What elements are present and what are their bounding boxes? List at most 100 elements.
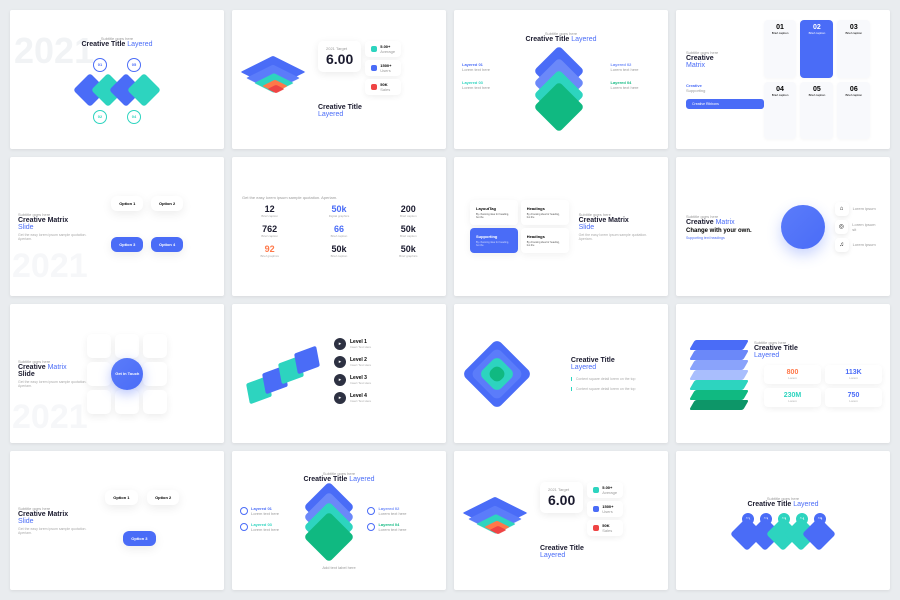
title: Creative TitleLayered [571, 357, 660, 371]
matrix-cell: 02Brief caption [800, 20, 833, 78]
slide-16: Subtitle goes here Creative Title Layere… [676, 451, 890, 590]
option-box: Option 1 [111, 196, 143, 211]
stat-chip: 5.00+Average [587, 482, 623, 498]
title: Creative MatrixSlide [579, 217, 660, 231]
stat-chip: 1500+Users [365, 60, 401, 76]
left: Subtitle goes here Creative MatrixSlide … [18, 506, 87, 535]
slide-7: LayoutTagBy choosing idea for heading, b… [454, 157, 668, 296]
option-box: Option 2 [151, 196, 183, 211]
right-panel: 2021 Target 6.00 5.00+Average 1500+Users… [318, 41, 438, 118]
left: Subtitle goes here Creative MatrixSlide … [18, 212, 97, 241]
diamond-row: 01 02 03 04 05 [738, 522, 828, 546]
slide-11: Creative TitleLayered Content square det… [454, 304, 668, 443]
card: HeadingsBy choosing idea for heading, bu… [521, 228, 569, 253]
card: HeadingsBy choosing idea for heading, bu… [521, 200, 569, 225]
left: Subtitle goes here Creative Matrix Chang… [686, 214, 781, 240]
title: CreativeMatrix [686, 55, 764, 69]
cta-circle[interactable]: Get in Touch [111, 358, 143, 390]
slide-10: ▸Level 1Insert Text Here ▸Level 2Insert … [232, 304, 446, 443]
slide-4: Subtitle goes here CreativeMatrix Creati… [676, 10, 890, 149]
level-icon: ▸ [334, 338, 346, 350]
target-value: 6.00 [548, 492, 575, 508]
num-circle: 04 [127, 110, 141, 124]
stat: 50kBrief graphics [381, 244, 436, 258]
title: Creative MatrixSlide [18, 217, 97, 231]
tagline: Change with your own. [686, 228, 781, 234]
target-icon: ◎ [835, 220, 849, 234]
icon-item: ⌂Lorem ipsum [835, 202, 880, 216]
option-box: Option 2 [147, 490, 179, 505]
layer-label: Layered 01 [462, 62, 483, 67]
slide-15: 2021 Target 6.00 5.00+Average 1500+Users… [454, 451, 668, 590]
option-box: Option 3 [111, 237, 143, 252]
matrix-grid: 01Brief caption 02Brief caption 03Brief … [764, 20, 871, 139]
stat: 50kBrief caption [381, 224, 436, 238]
right: Subtitle goes here Creative MatrixSlide … [579, 212, 660, 241]
stat: 66Brief caption [311, 224, 366, 238]
title: Creative Title Layered [303, 476, 374, 483]
matrix-cell: 04Brief caption [764, 82, 797, 140]
stat: 762Brief caption [242, 224, 297, 238]
stat: 50kDigital graphics [311, 204, 366, 218]
cube-stack [462, 486, 532, 556]
layer-label: Layered 04 [611, 80, 632, 85]
stat: 92Brief graphics [242, 244, 297, 258]
option-box: Option 4 [151, 237, 183, 252]
nested-squares [462, 339, 532, 409]
slide-3: Layered 01Lorem text here Layered 03Lore… [454, 10, 668, 149]
card: SupportingBy choosing idea for heading, … [470, 228, 518, 253]
stat-box: 230MLorem [764, 388, 821, 407]
stat-grid: 800Lorem 113KLorem 230MLorem 750Lorem [764, 365, 882, 407]
stat-chip: 1500+Users [587, 501, 623, 517]
left: Subtitle goes here Creative MatrixSlide … [18, 359, 87, 388]
title: Creative TitleLayered [318, 104, 438, 118]
slide-8: Subtitle goes here Creative Matrix Chang… [676, 157, 890, 296]
level-list: ▸Level 1Insert Text Here ▸Level 2Insert … [334, 338, 371, 410]
level-item: ▸Level 2Insert Text Here [334, 356, 371, 368]
slide-9: Subtitle goes here Creative MatrixSlide … [10, 304, 224, 443]
layer-label: Layered 02 [611, 62, 632, 67]
title: Creative Title Layered [516, 36, 605, 43]
stat-chip: 5.00+Average [365, 41, 401, 57]
diamond [127, 73, 161, 107]
title: Creative MatrixSlide [18, 364, 87, 378]
title: Creative TitleLayered [540, 545, 660, 559]
icon-item: ◎Lorem ipsum sit [835, 220, 880, 234]
label-right: Layered 02Lorem text here Layered 04Lore… [611, 62, 661, 98]
level-item: ▸Level 4Insert Text Here [334, 392, 371, 404]
matrix-cell: 05Brief caption [800, 82, 833, 140]
option-box: Option 3 [123, 531, 155, 546]
matrix-cell: 03Brief caption [837, 20, 870, 78]
num-circle: 02 [93, 110, 107, 124]
title: Creative Title Layered [747, 501, 818, 508]
level-item: ▸Level 3Insert Text Here [334, 374, 371, 386]
left-col: Subtitle goes here CreativeMatrix Creati… [686, 20, 764, 139]
iso-cubes [240, 339, 330, 409]
matrix-3: Option 1 Option 2 Option 3 [97, 486, 187, 556]
card: LayoutTagBy choosing idea for heading, b… [470, 200, 518, 225]
title: Creative TitleLayered [754, 345, 882, 359]
matrix-4: Option 1 Option 2 Option 3 Option 4 [107, 192, 187, 262]
stat-box: 800Lorem [764, 365, 821, 384]
num-circle: 01 [93, 58, 107, 72]
stat-box: 750Lorem [825, 388, 882, 407]
level-icon: ▸ [334, 374, 346, 386]
label-left: Layered 01Lorem text here Layered 03Lore… [462, 62, 512, 98]
stat-box: 113KLorem [825, 365, 882, 384]
stat-chip: 50KSales [365, 79, 401, 95]
label-left: Layered 01Lorem text here Layered 03Lore… [240, 506, 295, 538]
level-icon: ▸ [334, 392, 346, 404]
soft-grid: Get in Touch [87, 334, 167, 414]
title: Creative Title Layered [81, 41, 152, 48]
target-value: 6.00 [326, 51, 353, 67]
ribbon: Creative Ribbons [686, 99, 764, 109]
title: Creative Matrix [686, 219, 781, 226]
title: Creative MatrixSlide [18, 511, 87, 525]
slide-12: Subtitle goes here Creative TitleLayered… [676, 304, 890, 443]
cube-stack [240, 45, 310, 115]
num-circle: 05 [127, 58, 141, 72]
stats-grid: 12Brief caption 50kDigital graphics 200B… [242, 204, 436, 258]
slide-5: Subtitle goes here Creative MatrixSlide … [10, 157, 224, 296]
headphone-icon: ♫ [835, 238, 849, 252]
label-right: Layered 02Lorem text here Layered 04Lore… [367, 506, 422, 538]
